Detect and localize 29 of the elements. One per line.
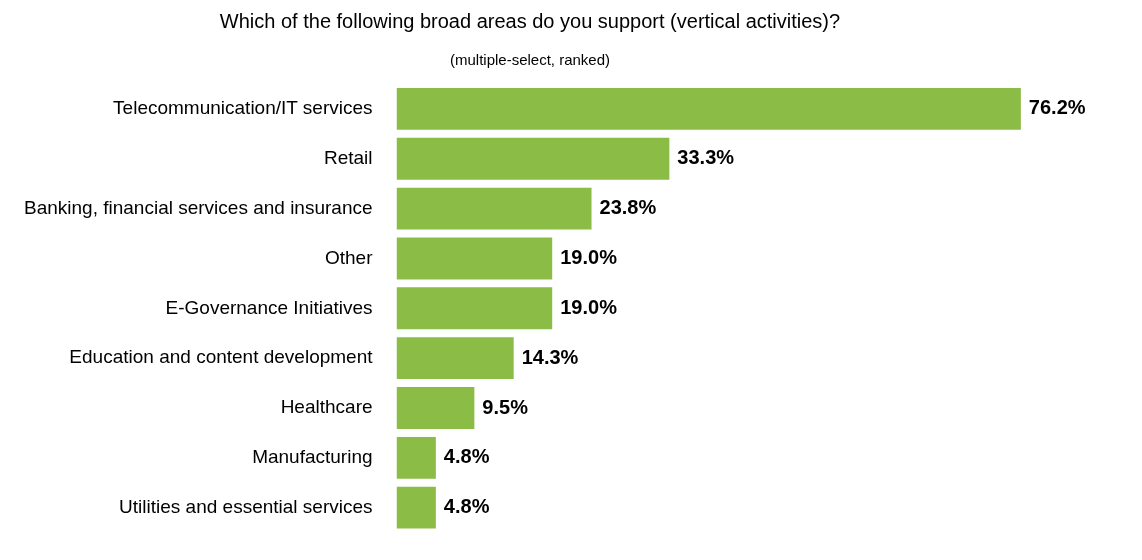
data-label: 4.8% xyxy=(443,495,490,518)
bar xyxy=(396,387,475,429)
y-tick-label: Healthcare xyxy=(280,396,373,418)
bar xyxy=(396,187,592,230)
y-tick-label: Utilities and essential services xyxy=(119,495,373,517)
data-label: 23.8% xyxy=(599,196,657,219)
bar xyxy=(396,436,436,479)
data-label: 9.5% xyxy=(482,395,529,418)
y-tick-label: E-Governance Initiatives xyxy=(165,296,373,318)
bar xyxy=(396,137,670,180)
data-label: 76.2% xyxy=(1028,96,1086,119)
chart-title: Which of the following broad areas do you support (vertical activities)? xyxy=(219,9,841,32)
chart-subtitle: (multiple-select, ranked) xyxy=(449,51,611,69)
y-tick-label: Banking, financial services and insurance xyxy=(24,196,373,218)
y-tick-label: Telecommunication/IT services xyxy=(113,97,373,119)
data-label: 4.8% xyxy=(443,445,490,468)
y-tick-label: Manufacturing xyxy=(252,446,373,468)
bar xyxy=(396,237,553,280)
y-tick-label: Retail xyxy=(323,147,373,168)
data-label: 33.3% xyxy=(677,146,735,169)
data-label: 14.3% xyxy=(521,345,579,368)
bar xyxy=(396,87,1021,130)
y-tick-label: Education and content development xyxy=(69,346,374,368)
bar xyxy=(396,287,553,330)
bar xyxy=(396,337,514,380)
data-label: 19.0% xyxy=(560,295,618,318)
bar xyxy=(396,486,436,529)
data-label: 19.0% xyxy=(560,245,618,268)
y-tick-label: Other xyxy=(325,246,374,268)
